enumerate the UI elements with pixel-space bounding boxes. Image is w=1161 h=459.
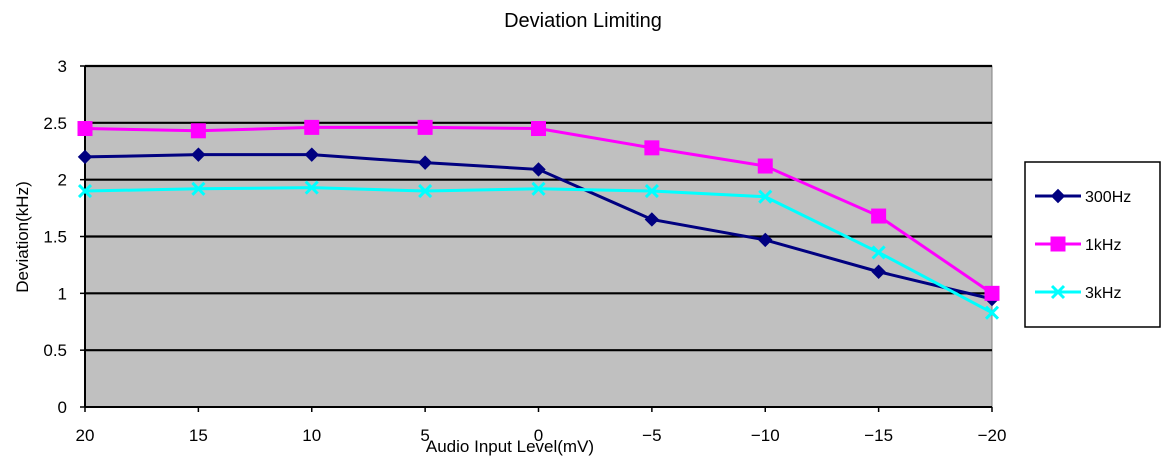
data-point-300Hz (417, 155, 433, 170)
data-point-1kHz (77, 121, 93, 137)
x-tick-label: 5 (420, 426, 429, 445)
data-point-1kHz (531, 121, 546, 137)
marker-stroke (418, 183, 433, 199)
data-point-1kHz (644, 140, 660, 156)
legend-marker (1050, 188, 1066, 204)
x-axis-label: Audio Input Level(mV) (426, 437, 594, 456)
marker-stroke (758, 189, 773, 204)
plot-area: 0 0.5 1 1.5 2 2.5 3 20 15 10 5 0 −5 −10 −15 −20 (43, 57, 1006, 445)
marker-stroke (984, 305, 1000, 320)
marker-stroke (77, 183, 93, 199)
marker-stroke (644, 183, 659, 199)
x-tick-label: −10 (751, 426, 780, 445)
x-tick-label: 10 (302, 426, 321, 445)
x-tick-label: −20 (978, 426, 1007, 445)
data-point-300Hz (77, 149, 93, 165)
x-tick-label: 15 (189, 426, 208, 445)
data-point-300Hz (304, 147, 319, 162)
y-tick-label: 3 (58, 57, 67, 76)
data-point-3kHz (758, 189, 773, 204)
marker-stroke (304, 180, 319, 195)
y-tick-label: 1.5 (43, 228, 67, 247)
y-axis-label: Deviation(kHz) (13, 181, 32, 292)
data-point-3kHz (871, 245, 886, 260)
data-point-1kHz (871, 208, 887, 224)
data-point-300Hz (644, 212, 660, 227)
data-point-3kHz (531, 181, 546, 196)
y-tick-label: 2 (58, 171, 67, 190)
y-tick-label: 1 (58, 284, 67, 303)
x-tick-label: 20 (76, 426, 95, 445)
data-point-3kHz (984, 305, 1000, 320)
marker-stroke (1050, 284, 1066, 300)
chart-title: Deviation Limiting (504, 10, 662, 32)
marker-stroke (191, 181, 206, 196)
legend-label: 1kHz (1085, 237, 1121, 254)
data-point-1kHz (757, 158, 773, 174)
marker-stroke (531, 181, 546, 196)
data-point-3kHz (418, 183, 433, 199)
data-point-1kHz (304, 119, 320, 135)
legend-label: 300Hz (1085, 189, 1131, 206)
legend: 300Hz 1kHz 3kHz (1024, 161, 1161, 328)
data-point-3kHz (644, 183, 659, 199)
data-point-3kHz (191, 181, 206, 196)
y-tick-label: 0 (58, 398, 67, 417)
data-point-1kHz (190, 123, 206, 139)
y-tick-label: 2.5 (43, 114, 67, 133)
legend-marker (1050, 236, 1066, 252)
x-tick-label: −15 (864, 426, 893, 445)
data-point-3kHz (77, 183, 93, 199)
data-point-300Hz (871, 264, 886, 279)
legend-marker (1050, 284, 1066, 300)
data-point-3kHz (304, 180, 319, 195)
y-tick-label: 0.5 (43, 341, 67, 360)
data-point-300Hz (531, 162, 546, 177)
data-point-300Hz (191, 147, 206, 162)
data-point-1kHz (417, 119, 433, 135)
data-point-1kHz (984, 285, 1000, 301)
legend-label: 3kHz (1085, 285, 1121, 302)
x-tick-label: −5 (642, 426, 661, 445)
data-point-300Hz (758, 232, 773, 248)
marker-stroke (871, 245, 886, 260)
x-tick-label: 0 (534, 426, 543, 445)
